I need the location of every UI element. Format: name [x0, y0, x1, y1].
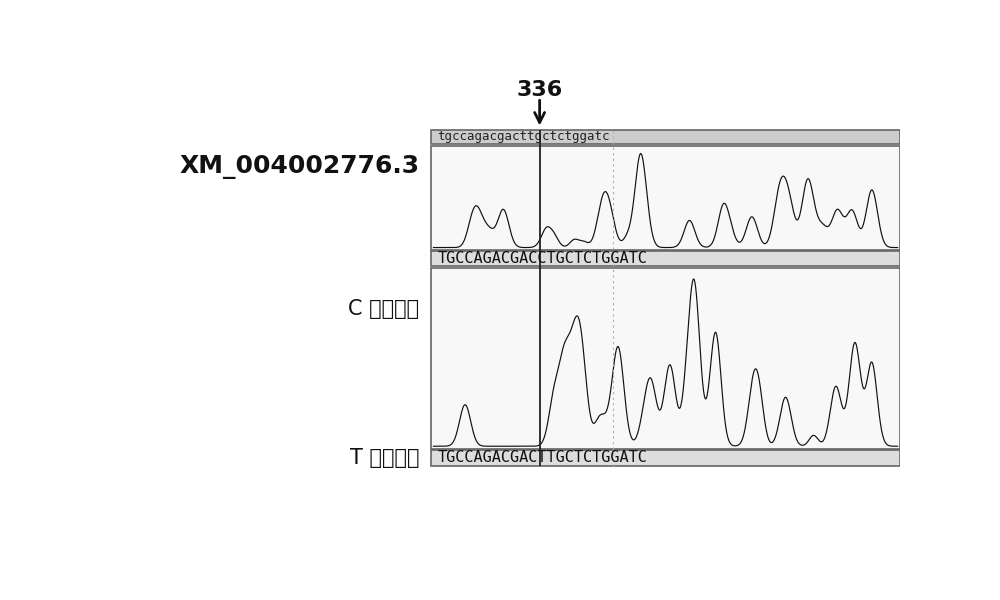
- Bar: [431, 251, 900, 266]
- Text: T 等位基因: T 等位基因: [350, 448, 420, 468]
- Text: TGCCAGACGACCTGCTCTGGATC: TGCCAGACGACCTGCTCTGGATC: [437, 251, 647, 266]
- Text: C 等位基因: C 等位基因: [348, 299, 420, 319]
- Text: 336: 336: [516, 80, 563, 100]
- Text: XM_004002776.3: XM_004002776.3: [179, 155, 420, 179]
- Text: tgccagacgacttgctctggatc: tgccagacgacttgctctggatc: [437, 130, 610, 143]
- Bar: [431, 146, 900, 250]
- Text: TGCCAGACGACTTGCTCTGGATC: TGCCAGACGACTTGCTCTGGATC: [437, 450, 647, 465]
- Bar: [431, 268, 900, 449]
- Bar: [431, 450, 900, 466]
- Bar: [431, 130, 900, 143]
